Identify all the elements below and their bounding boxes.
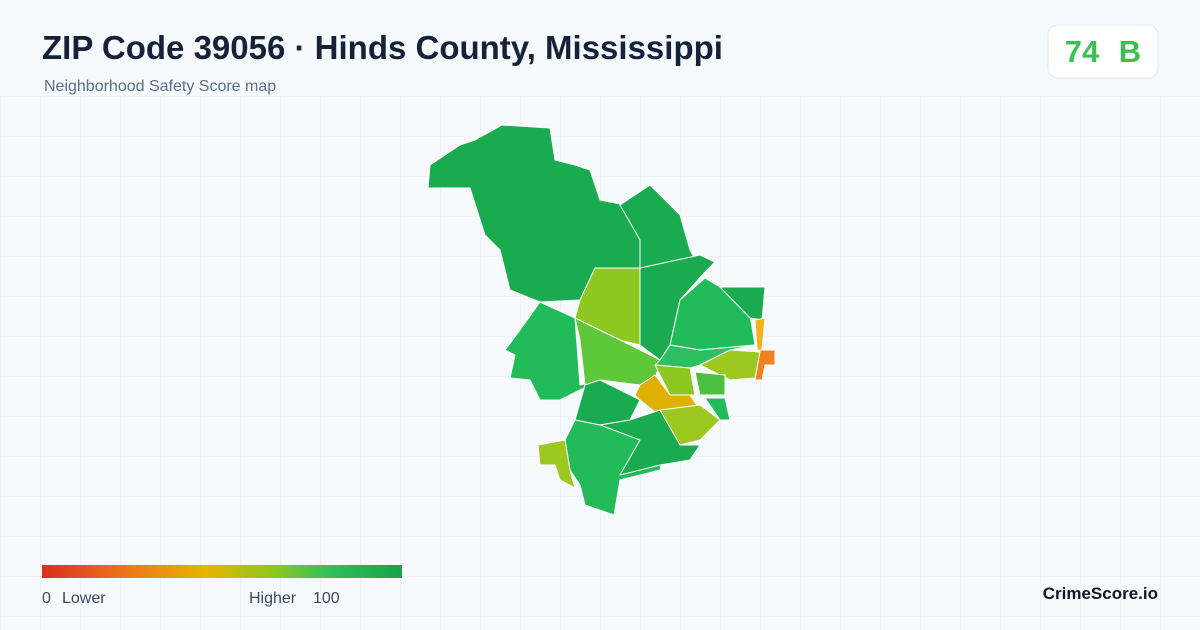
legend-min: 0 bbox=[42, 590, 51, 607]
region bbox=[504, 301, 601, 401]
region bbox=[754, 317, 766, 351]
legend-max: 100 bbox=[313, 590, 340, 607]
region bbox=[754, 349, 776, 381]
map bbox=[427, 124, 776, 516]
score-value: 74 bbox=[1065, 34, 1100, 69]
brand: CrimeScore.io bbox=[1043, 584, 1158, 603]
region bbox=[704, 397, 731, 421]
score-box bbox=[1047, 24, 1159, 79]
score-grade: B bbox=[1119, 34, 1141, 69]
legend-min-label: Lower bbox=[62, 590, 106, 607]
subtitle: Neighborhood Safety Score map bbox=[44, 78, 276, 95]
legend-max-label: Higher bbox=[249, 590, 297, 607]
region bbox=[654, 364, 696, 396]
region bbox=[694, 371, 726, 396]
title: ZIP Code 39056 · Hinds County, Mississip… bbox=[42, 29, 723, 66]
region bbox=[537, 439, 576, 489]
legend-scale bbox=[42, 565, 402, 578]
region bbox=[599, 409, 701, 476]
